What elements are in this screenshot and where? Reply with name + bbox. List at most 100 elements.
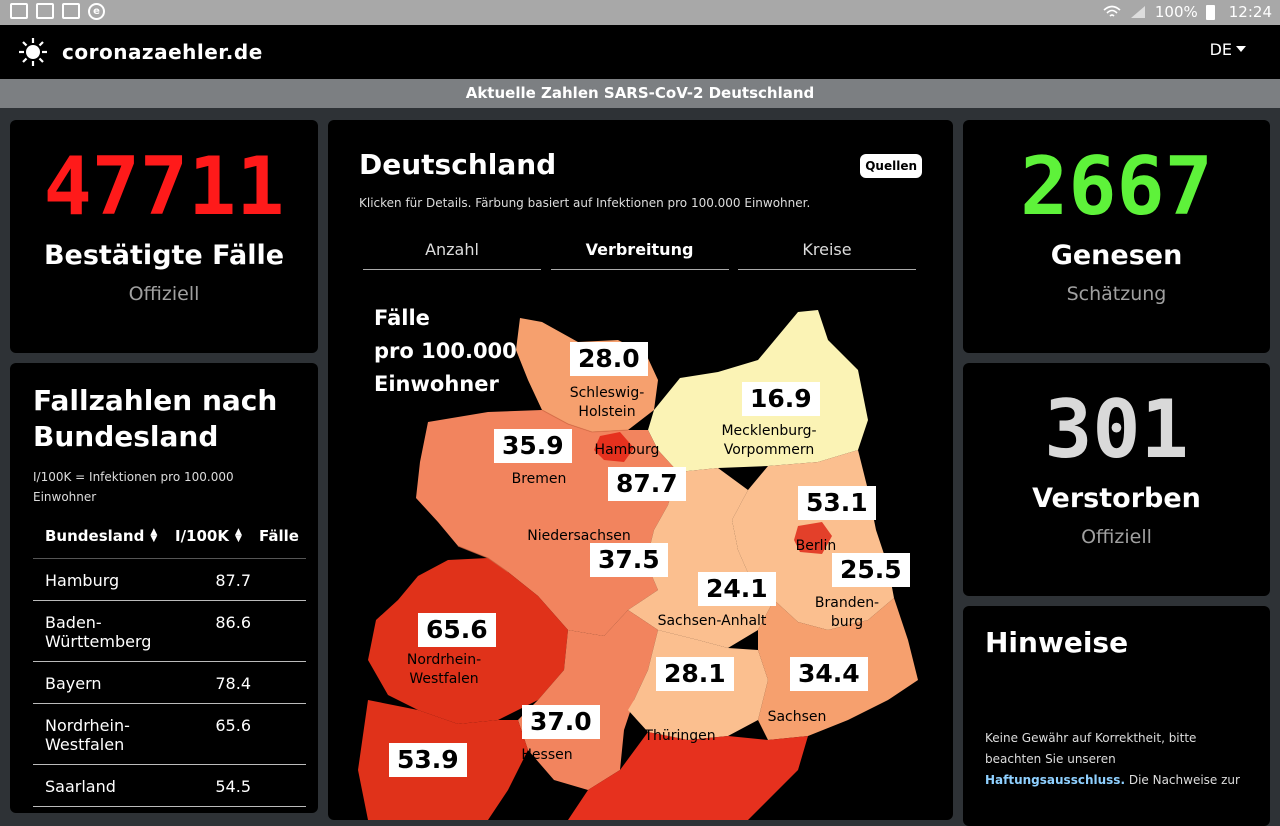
value-thueringen: 28.1: [656, 657, 734, 691]
recovered-count: 2667: [1020, 140, 1213, 233]
row-value: 54.5: [215, 777, 251, 796]
value-berlin: 53.1: [798, 486, 876, 520]
brand-name: coronazaehler.de: [62, 40, 263, 64]
value-sachsen: 34.4: [790, 657, 868, 691]
value-hamburg: 87.7: [608, 467, 686, 501]
sort-icon: ▲ ▼: [150, 527, 158, 544]
language-label: DE: [1209, 40, 1232, 59]
region-berlin[interactable]: [794, 522, 832, 554]
disclaimer-link[interactable]: Haftungsausschluss.: [985, 773, 1125, 787]
region-bayern[interactable]: [568, 732, 808, 820]
confirmed-card: 47711 Bestätigte Fälle Offiziell: [10, 120, 318, 353]
states-note-line2: Einwohner: [33, 490, 97, 504]
tab-verbreitung[interactable]: Verbreitung: [550, 240, 729, 270]
region-bremen[interactable]: [508, 464, 528, 486]
label-berlin: Berlin: [795, 538, 837, 554]
brand-link[interactable]: coronazaehler.de: [18, 37, 263, 67]
deaths-source: Offiziell: [1081, 526, 1152, 548]
row-cases: [259, 674, 306, 693]
deaths-label: Verstorben: [1032, 483, 1201, 514]
row-cases: [259, 777, 306, 796]
label-hessen: Hessen: [521, 747, 573, 763]
app-icon: e: [88, 3, 105, 20]
label-bb-line2: burg: [830, 614, 864, 630]
tab-anzahl[interactable]: Anzahl: [363, 240, 541, 270]
row-state-line1: Baden-: [45, 613, 102, 632]
notes-text-line3: Haftungsausschluss. Die Nachweise zur: [985, 770, 1255, 791]
map-card: Deutschland Quellen Klicken für Details.…: [328, 120, 953, 820]
table-row[interactable]: Bayern 78.4: [33, 662, 306, 704]
map-title: Deutschland: [359, 148, 557, 181]
map-tabs: Anzahl Verbreitung Kreise: [363, 240, 916, 270]
label-niedersachsen: Niedersachsen: [527, 528, 631, 544]
map-subtitle: Klicken für Details. Färbung basiert auf…: [359, 196, 811, 210]
table-row[interactable]: Nordrhein- Westfalen 65.6: [33, 704, 306, 765]
label-brandenburg: Branden-burg: [812, 594, 882, 632]
notes-text-line2: beachten Sie unseren: [985, 752, 1116, 766]
mail-icon: [36, 3, 54, 19]
label-bb-line1: Branden-: [814, 595, 880, 611]
label-mv-line2: Vorpommern: [723, 442, 815, 458]
states-note: I/100K = Infektionen pro 100.000 Einwohn…: [33, 467, 234, 507]
col-i100k[interactable]: I/100K ▲ ▼: [173, 527, 259, 545]
sources-button[interactable]: Quellen: [860, 154, 922, 178]
label-sh-line2: Holstein: [578, 404, 636, 420]
label-sachsen-anhalt: Sachsen-Anhalt: [657, 613, 767, 629]
notes-text: Keine Gewähr auf Korrektheit, bitte beac…: [985, 728, 1255, 791]
label-mecklenburg-vorpommern: Mecklenburg- Vorpommern: [714, 422, 824, 460]
value-brandenburg: 25.5: [832, 553, 910, 587]
label-thueringen: Thüringen: [644, 728, 716, 744]
col-faelle-label: Fälle: [259, 526, 299, 545]
value-schleswig-holstein: 28.0: [570, 342, 648, 376]
status-bar: e 100% 12:24: [0, 0, 1280, 25]
states-table: Bundesland ▲ ▼ I/100K ▲ ▼ Fälle Hamburg 87.7…: [33, 513, 306, 807]
states-title-line1: Fallzahlen nach: [33, 384, 278, 417]
value-hessen: 37.0: [522, 705, 600, 739]
col-i100k-label: I/100K: [175, 526, 229, 545]
value-mecklenburg-vorpommern: 16.9: [742, 382, 820, 416]
region-hessen[interactable]: [518, 610, 658, 790]
tab-kreise[interactable]: Kreise: [738, 240, 916, 270]
region-niedersachsen[interactable]: [416, 410, 678, 636]
map-legend: Fälle pro 100.000 Einwohner: [374, 302, 517, 401]
caret-down-icon: [1236, 46, 1246, 52]
row-state: Bayern: [33, 674, 173, 693]
value-nordrhein-westfalen: 65.6: [418, 613, 496, 647]
table-header: Bundesland ▲ ▼ I/100K ▲ ▼ Fälle: [33, 513, 306, 559]
legend-line3: Einwohner: [374, 372, 499, 396]
row-value: 86.6: [215, 613, 251, 632]
label-mv-line1: Mecklenburg-: [721, 423, 817, 439]
mail-icon: [62, 3, 80, 19]
row-state-line2: Württemberg: [45, 632, 152, 651]
region-hamburg[interactable]: [594, 432, 634, 462]
row-cases: [259, 716, 306, 754]
legend-line1: Fälle: [374, 306, 430, 330]
col-faelle[interactable]: Fälle: [259, 527, 306, 545]
table-row[interactable]: Baden- Württemberg 86.6: [33, 601, 306, 662]
row-state: Baden- Württemberg: [33, 613, 173, 651]
confirmed-label: Bestätigte Fälle: [43, 240, 285, 271]
table-row[interactable]: Hamburg 87.7: [33, 559, 306, 601]
states-card: Fallzahlen nach Bundesland I/100K = Infe…: [10, 363, 318, 813]
label-sachsen: Sachsen: [767, 709, 827, 725]
deaths-count: 301: [1044, 383, 1189, 476]
col-bundesland-label: Bundesland: [45, 526, 145, 545]
row-value: 87.7: [215, 571, 251, 590]
battery-percent: 100%: [1154, 3, 1198, 21]
states-title-line2: Bundesland: [33, 420, 219, 453]
row-cases: [259, 571, 306, 590]
clock: 12:24: [1228, 3, 1272, 21]
table-row[interactable]: Saarland 54.5: [33, 765, 306, 807]
label-hamburg: Hamburg: [594, 442, 660, 458]
label-nw-line2: Westfalen: [409, 671, 479, 687]
label-bremen-city: Bremen: [511, 471, 567, 487]
battery-icon: [1205, 4, 1215, 20]
confirmed-count: 47711: [43, 140, 285, 233]
col-bundesland[interactable]: Bundesland ▲ ▼: [33, 527, 173, 545]
row-state: Hamburg: [33, 571, 173, 590]
navbar: coronazaehler.de DE: [0, 25, 1280, 79]
page-subheader: Aktuelle Zahlen SARS-CoV-2 Deutschland: [0, 79, 1280, 108]
language-dropdown[interactable]: DE: [1210, 40, 1246, 59]
value-niedersachsen: 37.5: [590, 543, 668, 577]
label-nw-line1: Nordrhein-: [406, 652, 482, 668]
